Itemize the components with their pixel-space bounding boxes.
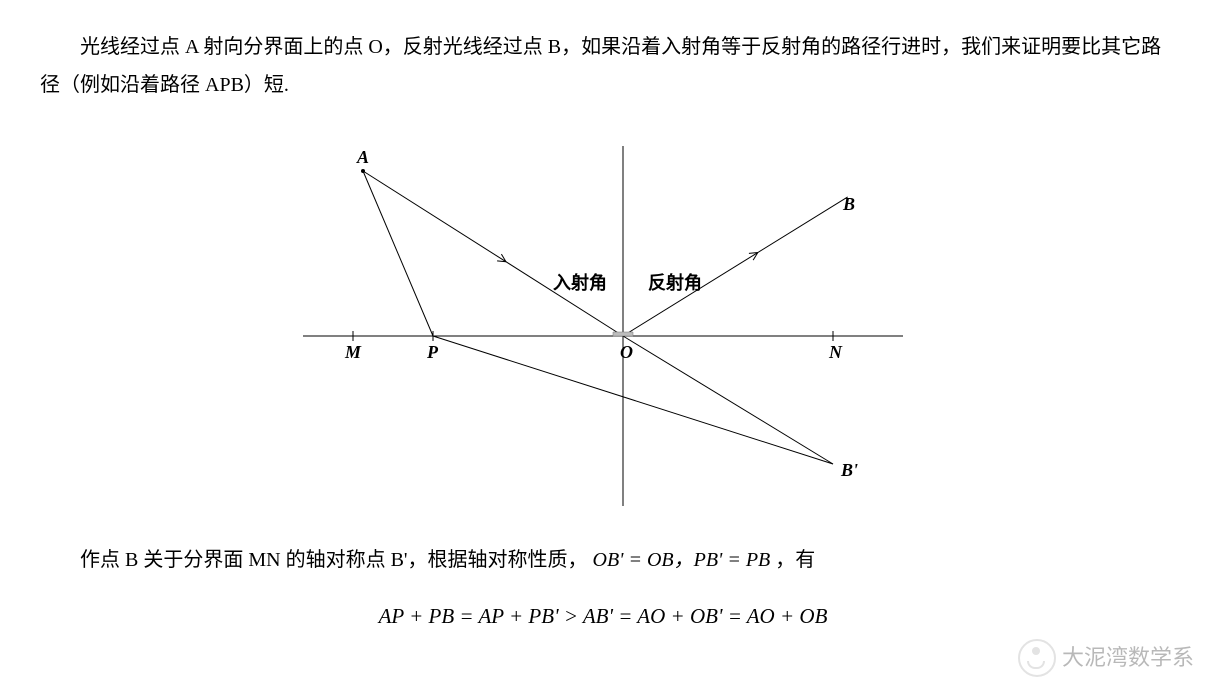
reflection-diagram: A B O M P N B' 入射角 反射角 <box>40 116 1166 529</box>
svg-text:B': B' <box>840 460 858 480</box>
svg-text:N: N <box>828 342 843 362</box>
paragraph-1: 光线经过点 A 射向分界面上的点 O，反射光线经过点 B，如果沿着入射角等于反射… <box>40 28 1166 104</box>
svg-text:P: P <box>426 342 439 362</box>
para2-suffix: ，有 <box>775 549 815 571</box>
watermark-text: 大泥湾数学系 <box>1062 637 1194 679</box>
svg-text:M: M <box>344 342 362 362</box>
svg-text:B: B <box>842 194 855 214</box>
para1-text: 光线经过点 A 射向分界面上的点 O，反射光线经过点 B，如果沿着入射角等于反射… <box>40 36 1161 96</box>
display-equation: AP + PB = AP + PB' > AB' = AO + OB' = AO… <box>40 597 1166 637</box>
svg-text:入射角: 入射角 <box>553 272 607 293</box>
equation-text: AP + PB = AP + PB' > AB' = AO + OB' = AO… <box>379 604 828 628</box>
svg-text:O: O <box>620 342 633 362</box>
svg-text:反射角: 反射角 <box>648 272 702 293</box>
svg-text:A: A <box>356 147 369 167</box>
watermark: 大泥湾数学系 <box>1018 637 1194 679</box>
diagram-svg: A B O M P N B' 入射角 反射角 <box>243 116 963 516</box>
para2-inline-eq: OB' = OB，PB' = PB <box>593 549 771 571</box>
watermark-logo-icon <box>1018 639 1056 677</box>
paragraph-2: 作点 B 关于分界面 MN 的轴对称点 B'，根据轴对称性质， OB' = OB… <box>40 541 1166 579</box>
para2-prefix: 作点 B 关于分界面 MN 的轴对称点 B'，根据轴对称性质， <box>80 549 588 571</box>
